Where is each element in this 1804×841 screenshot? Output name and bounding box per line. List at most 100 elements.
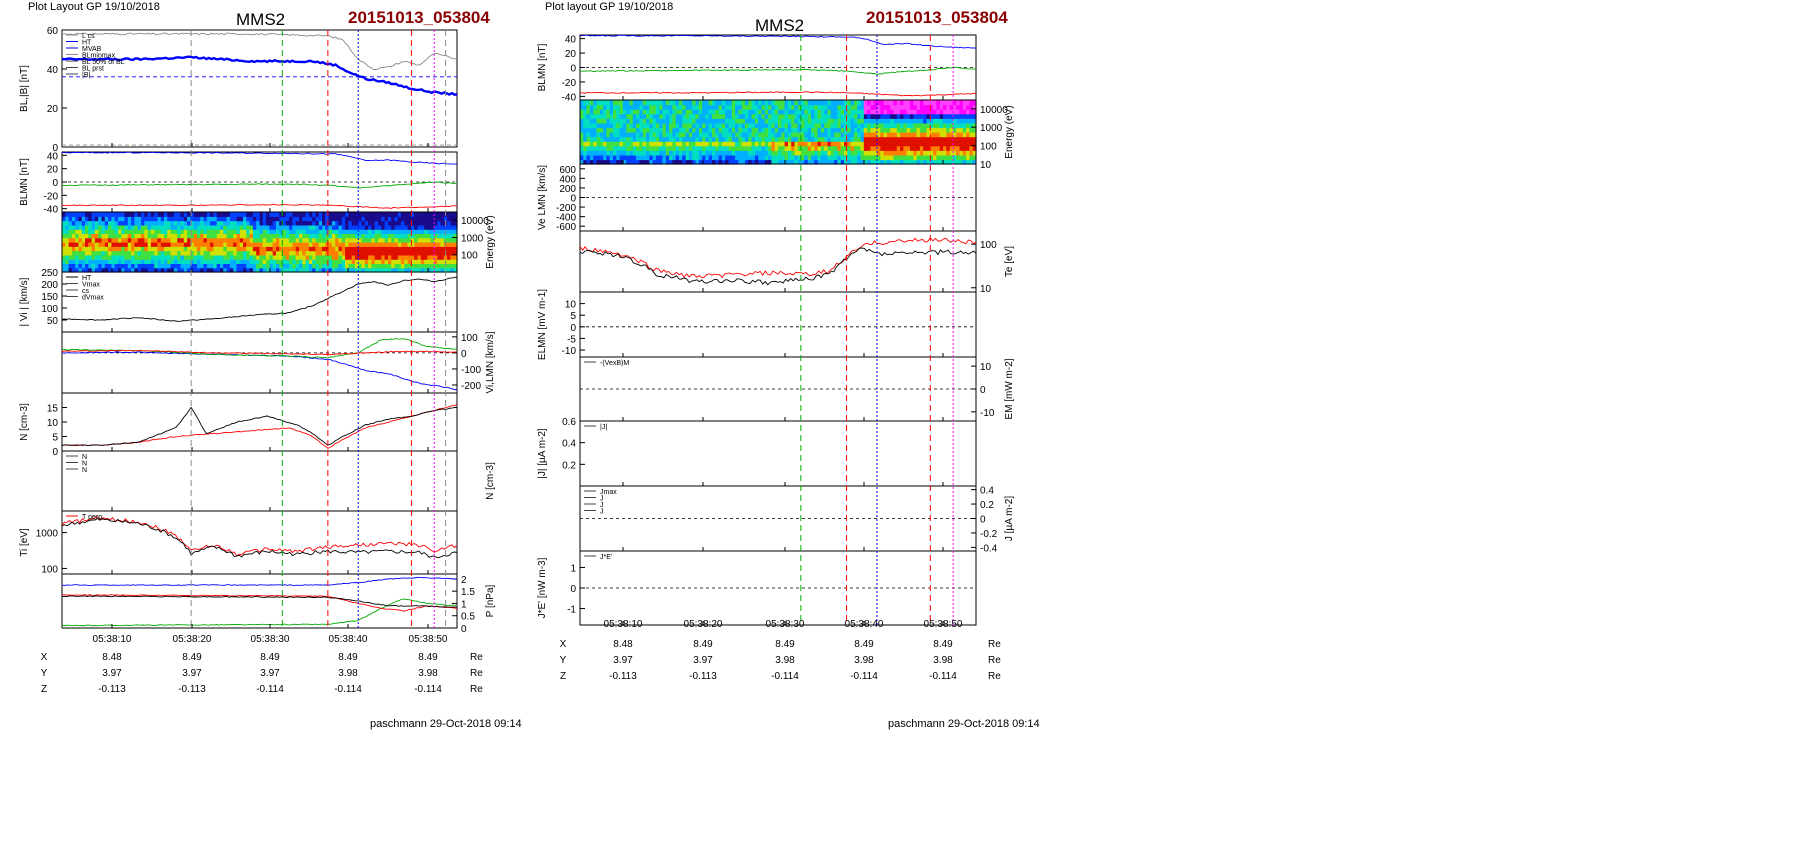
spectrogram-cell: [384, 267, 389, 273]
spectrogram-cell: [850, 141, 855, 147]
spectrogram-cell: [642, 150, 647, 156]
spectrogram-cell: [745, 132, 749, 138]
spectrogram-cell: [751, 122, 756, 129]
spectrogram-cell: [299, 263, 303, 269]
spectrogram-cell: [642, 122, 647, 129]
spectrogram-cell: [735, 159, 739, 165]
spectrogram-cell: [276, 220, 280, 226]
spectrogram-cell: [322, 220, 326, 226]
spectrogram-cell: [190, 254, 195, 260]
spectrogram-cell: [962, 136, 967, 142]
spectrogram-cell: [424, 267, 428, 273]
spectrogram-cell: [969, 100, 974, 106]
spectrogram-cell: [811, 109, 815, 115]
spectrogram-cell: [272, 246, 277, 252]
spectrogram-cell: [111, 212, 116, 217]
spectrogram-cell: [781, 127, 786, 133]
spectrogram-cell: [62, 250, 66, 256]
spectrogram-cell: [62, 237, 66, 243]
spectrogram-cell: [745, 141, 749, 147]
spectrogram-cell: [292, 250, 297, 256]
spectrogram-cell: [708, 150, 713, 156]
spectrogram-cell: [124, 242, 129, 247]
spectrogram-cell: [262, 242, 267, 247]
spectrogram-cell: [384, 259, 389, 264]
spectrogram-cell: [741, 104, 746, 110]
spectrogram-cell: [348, 237, 353, 243]
spectrogram-cell: [910, 118, 914, 124]
spectrogram-cell: [801, 118, 805, 124]
spectrogram-cell: [299, 259, 303, 264]
spectrogram-cell: [830, 113, 835, 119]
spectrogram-cell: [361, 237, 366, 243]
spectrogram-cell: [424, 212, 428, 217]
spectrogram-cell: [249, 254, 254, 260]
spectrogram-cell: [606, 159, 611, 165]
spectrogram-cell: [259, 259, 264, 264]
spectrogram-cell: [318, 250, 323, 256]
spectrogram-cell: [718, 150, 723, 156]
spectrogram-cell: [101, 254, 106, 260]
position-row-label: Z: [560, 671, 566, 682]
spectrogram-cell: [758, 100, 763, 106]
spectrogram-cell: [771, 100, 776, 106]
spectrogram-cell: [919, 104, 924, 110]
spectrogram-cell: [85, 212, 89, 217]
spectrogram-cell: [900, 113, 904, 119]
y-tick-label: 10: [47, 418, 59, 429]
spectrogram-cell: [154, 237, 159, 243]
spectrogram-cell: [956, 136, 961, 142]
spectrogram-cell: [840, 118, 845, 124]
spectrogram-cell: [685, 109, 690, 115]
spectrogram-cell: [447, 263, 451, 269]
spectrogram-cell: [916, 141, 921, 147]
spectrogram-cell: [943, 100, 947, 106]
spectrogram-cell: [427, 216, 432, 222]
spectrogram-cell: [688, 118, 693, 124]
spectrogram-cell: [358, 254, 363, 260]
spectrogram-cell: [282, 229, 287, 234]
spectrogram-cell: [943, 150, 947, 156]
spectrogram-cell: [807, 145, 812, 151]
spectrogram-cell: [104, 242, 109, 247]
spectrogram-cell: [923, 122, 928, 129]
spectrogram-cell: [758, 132, 763, 138]
spectrogram-cell: [124, 212, 129, 217]
spectrogram-cell: [414, 212, 419, 217]
spectrogram-cell: [794, 141, 799, 147]
spectrogram-cell: [223, 250, 228, 256]
spectrogram-cell: [966, 154, 970, 161]
spectrogram-cell: [860, 104, 865, 110]
spectrogram-cell: [381, 233, 386, 239]
spectrogram-cell: [626, 141, 631, 147]
spectrogram-cell: [108, 212, 112, 217]
spectrogram-cell: [827, 136, 832, 142]
spectrogram-cell: [167, 212, 172, 217]
spectrogram-cell: [226, 246, 231, 252]
spectrogram-cell: [101, 229, 106, 234]
position-value: 8.49: [338, 652, 358, 663]
spectrogram-cell: [387, 254, 392, 260]
spectrogram-cell: [101, 220, 106, 226]
spectrogram-cell: [341, 224, 346, 230]
spectrogram-cell: [440, 233, 445, 239]
spectrogram-cell: [157, 212, 162, 217]
spectrogram-cell: [378, 237, 382, 243]
spectrogram-cell: [695, 150, 700, 156]
spectrogram-cell: [830, 150, 835, 156]
spectrogram-cell: [440, 267, 445, 273]
spectrogram-cell: [81, 237, 86, 243]
spectrogram-cell: [655, 127, 660, 133]
spectrogram-cell: [886, 109, 891, 115]
spectrogram-cell: [68, 254, 73, 260]
spectrogram-cell: [853, 118, 858, 124]
spectrogram-cell: [266, 263, 270, 269]
spectrogram-cell: [867, 136, 871, 142]
spectrogram-cell: [401, 246, 405, 252]
spectrogram-cell: [417, 212, 422, 217]
spectrogram-cell: [427, 212, 432, 217]
spectrogram-cell: [599, 136, 604, 142]
spectrogram-cell: [239, 263, 244, 269]
spectrogram-cell: [712, 113, 716, 119]
spectrogram-cell: [371, 263, 376, 269]
